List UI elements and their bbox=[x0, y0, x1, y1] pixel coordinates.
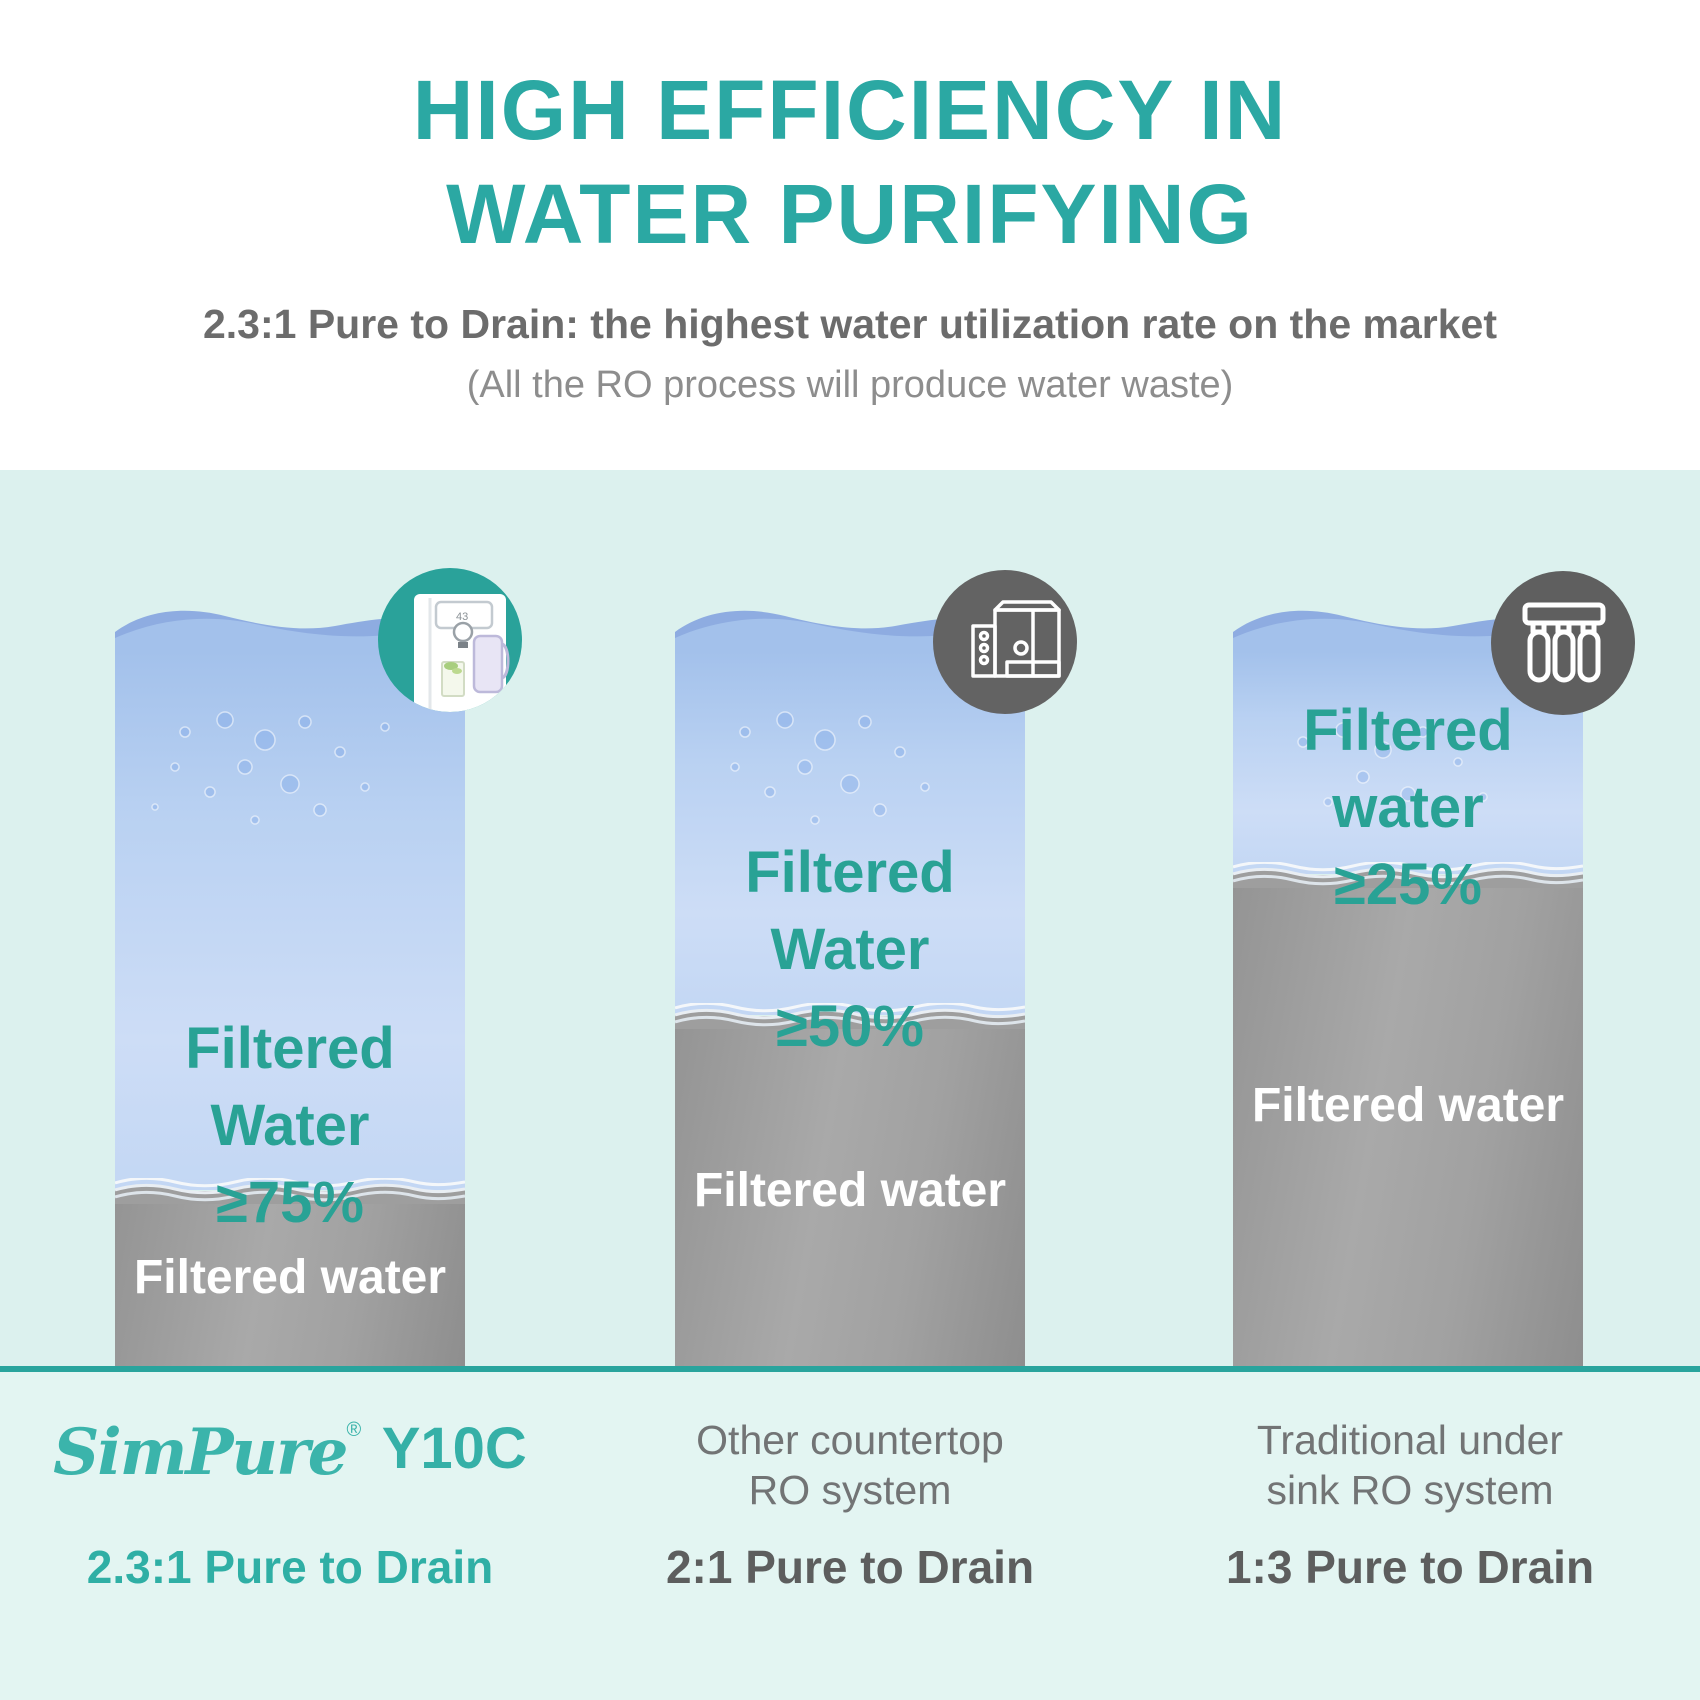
subtitle: 2.3:1 Pure to Drain: the highest water u… bbox=[202, 301, 1498, 347]
footer-background bbox=[0, 1372, 1700, 1700]
drain-water-fill: Filtered water bbox=[675, 1003, 1025, 1366]
drain-gray-body bbox=[675, 1016, 1025, 1366]
countertop-ro-system-icon bbox=[933, 570, 1077, 714]
page-title: HIGH EFFICIENCY IN WATER PURIFYING bbox=[0, 58, 1700, 266]
pure-label-percent: ≥75% bbox=[216, 1170, 364, 1235]
pure-label-line: Filtered bbox=[745, 840, 955, 905]
under-sink-ro-badge bbox=[1491, 571, 1635, 715]
system-name: Other countertop RO system bbox=[696, 1417, 1004, 1513]
drain-water-fill: Filtered water bbox=[1233, 862, 1583, 1366]
pure-label-percent: ≥50% bbox=[776, 994, 924, 1059]
water-boundary-waves bbox=[1233, 862, 1583, 888]
brand-logo: SimPure® Y10C bbox=[30, 1415, 550, 1490]
subtitle-note: (All the RO process will produce water w… bbox=[466, 364, 1234, 406]
water-boundary-waves bbox=[115, 1178, 465, 1204]
bubbles-decoration bbox=[151, 711, 390, 825]
drain-gray-body bbox=[1233, 875, 1583, 1366]
pure-water-fill: Filtered Water ≥50% bbox=[675, 652, 1025, 1059]
svg-text:43: 43 bbox=[456, 611, 468, 623]
drain-gray-body bbox=[115, 1191, 465, 1366]
bar-simpure-y10c: Filtered Water ≥75% Filtered water bbox=[115, 598, 465, 1366]
pure-water-fill: Filtered Water ≥75% bbox=[115, 652, 465, 1235]
product-photo-badge: 43 bbox=[378, 568, 522, 712]
ratio-y10c: 2.3:1 Pure to Drain bbox=[86, 1541, 494, 1593]
drain-water-label: Filtered water bbox=[693, 1164, 1007, 1217]
pure-water-label: Filtered Water ≥50% bbox=[675, 834, 1025, 1065]
title-line-2: WATER PURIFYING bbox=[446, 167, 1254, 261]
ratio-undersink: 1:3 Pure to Drain bbox=[1225, 1541, 1595, 1593]
drain-water-label: Filtered water bbox=[133, 1251, 447, 1304]
footer-block-undersink: Traditional under sink RO system 1:3 Pur… bbox=[1150, 1415, 1670, 1593]
pure-label-line: Water bbox=[770, 917, 930, 982]
pure-label-line: Water bbox=[210, 1093, 370, 1158]
pure-water-label: Filtered Water ≥75% bbox=[115, 1010, 465, 1241]
water-surface-wave bbox=[115, 610, 465, 654]
countertop-dispenser-photo-icon: 43 bbox=[378, 568, 522, 712]
system-name: Traditional under sink RO system bbox=[1256, 1417, 1564, 1513]
pure-label-percent: ≥25% bbox=[1334, 852, 1482, 917]
bubbles-decoration bbox=[730, 711, 930, 825]
countertop-ro-badge bbox=[933, 570, 1077, 714]
simpure-logo-text: SimPure bbox=[53, 1415, 348, 1490]
pure-water-label: Filtered water ≥25% bbox=[1233, 692, 1583, 923]
bar-other-countertop-ro: Filtered Water ≥50% Filtered water bbox=[675, 598, 1025, 1366]
water-boundary-waves bbox=[675, 1003, 1025, 1029]
ratio-countertop: 2:1 Pure to Drain bbox=[665, 1541, 1035, 1593]
bar-under-sink-ro: Filtered water ≥25% Filtered water bbox=[1233, 598, 1583, 1366]
footer-block-countertop: Other countertop RO system 2:1 Pure to D… bbox=[590, 1415, 1110, 1593]
teal-divider-line bbox=[0, 1366, 1700, 1372]
under-sink-ro-system-icon bbox=[1491, 571, 1635, 715]
drain-water-label: Filtered water bbox=[1251, 1079, 1565, 1132]
pure-label-line: water bbox=[1332, 775, 1484, 840]
drain-water-fill: Filtered water bbox=[115, 1178, 465, 1366]
bubbles-decoration bbox=[1297, 722, 1488, 807]
registered-mark: ® bbox=[346, 1419, 362, 1441]
pure-label-line: Filtered bbox=[185, 1016, 395, 1081]
pure-label-line: Filtered bbox=[1303, 698, 1513, 763]
title-line-1: HIGH EFFICIENCY IN bbox=[412, 63, 1288, 157]
model-name: Y10C bbox=[381, 1416, 527, 1481]
